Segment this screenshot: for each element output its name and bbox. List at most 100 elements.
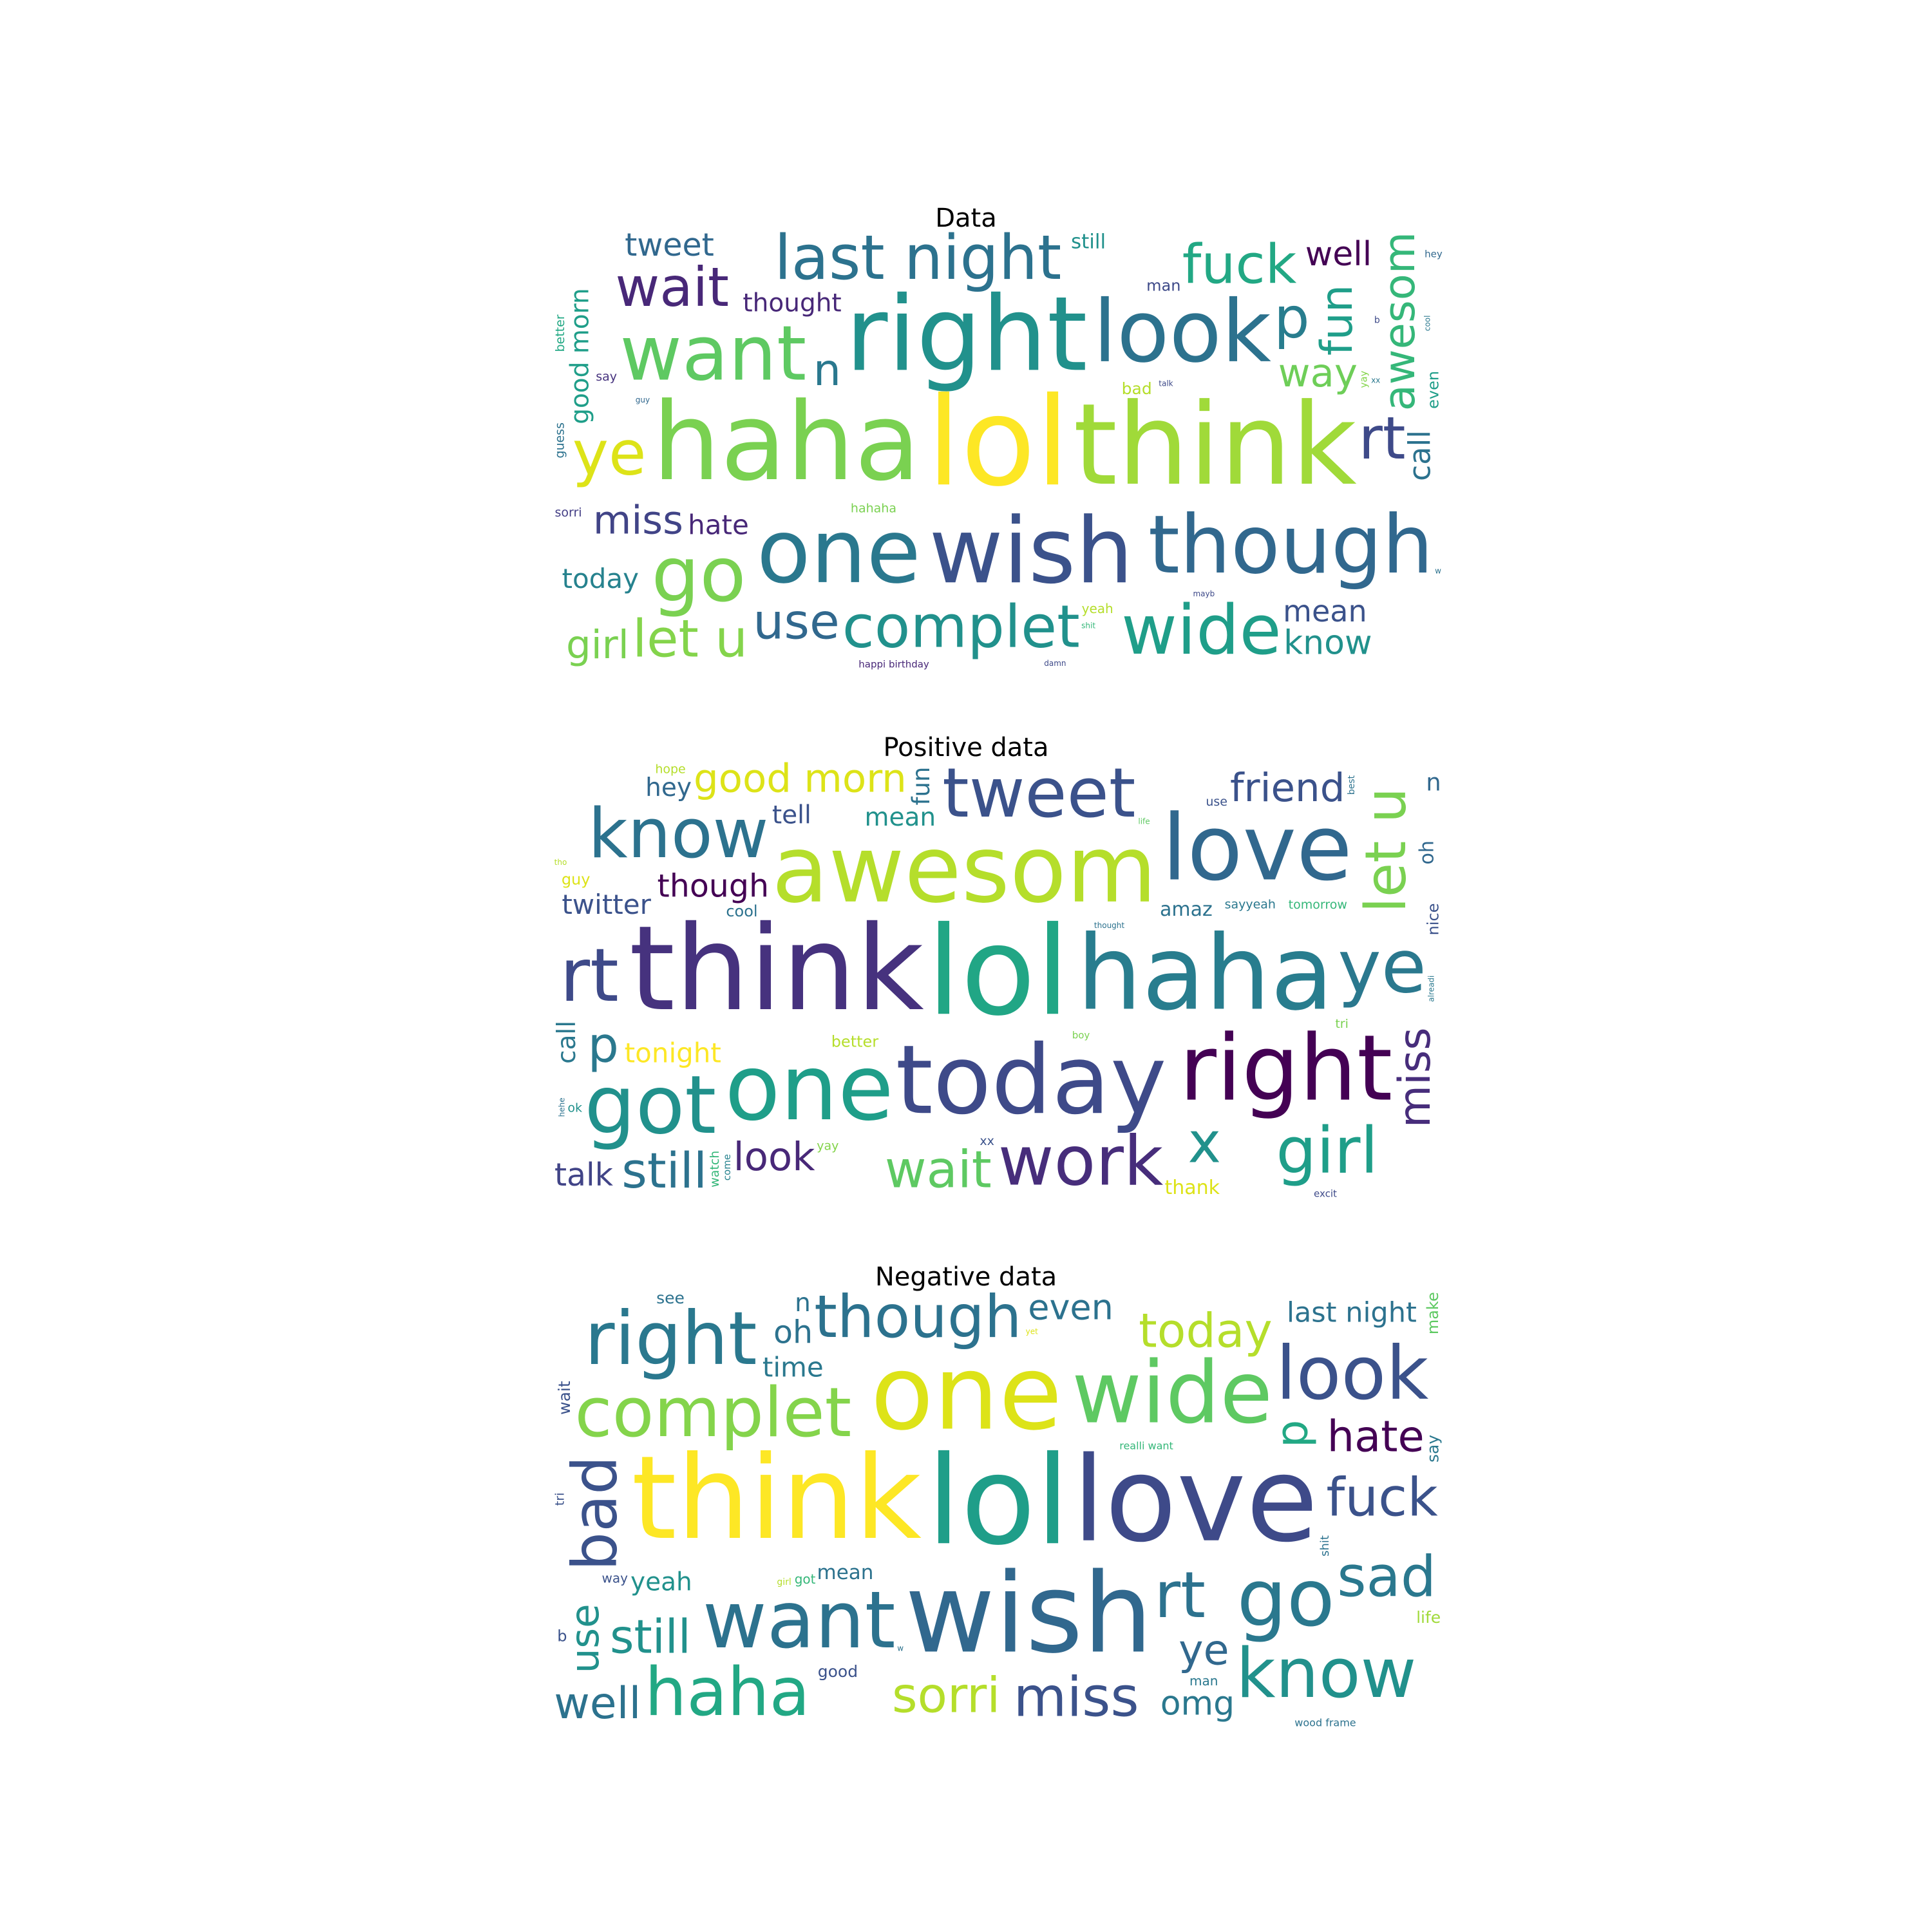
word-yet: yet bbox=[1026, 1327, 1038, 1336]
word-last-night: last night bbox=[774, 223, 1061, 294]
word-girl: girl bbox=[777, 1577, 791, 1587]
word-last-night: last night bbox=[1287, 1297, 1417, 1329]
word-one: one bbox=[757, 501, 921, 603]
word-way: way bbox=[1278, 350, 1358, 396]
word-use: use bbox=[1206, 795, 1227, 809]
word-know: know bbox=[588, 794, 768, 873]
word-hope: hope bbox=[655, 762, 685, 777]
word-xx: xx bbox=[1371, 376, 1380, 385]
word-look: look bbox=[734, 1134, 816, 1180]
word-know: know bbox=[1236, 1634, 1416, 1713]
word-damn: damn bbox=[1044, 659, 1066, 668]
word-wish: wish bbox=[929, 498, 1133, 604]
word-come: come bbox=[721, 1154, 733, 1180]
word-haha: haha bbox=[645, 1654, 810, 1731]
word-haha: haha bbox=[1077, 913, 1334, 1033]
word-mayb: mayb bbox=[1193, 589, 1215, 598]
word-talk: talk bbox=[554, 1157, 614, 1193]
word-friend: friend bbox=[1230, 765, 1345, 811]
word-say: say bbox=[596, 370, 617, 384]
word-guy: guy bbox=[636, 395, 650, 404]
word-watch: watch bbox=[708, 1151, 722, 1188]
word-right: right bbox=[585, 1296, 757, 1381]
word-let-u: let u bbox=[1353, 788, 1419, 913]
word-rt: rt bbox=[1154, 1558, 1206, 1633]
word-see: see bbox=[656, 1289, 685, 1307]
word-man: man bbox=[1146, 276, 1180, 294]
word-excit: excit bbox=[1314, 1188, 1337, 1200]
word-though: though bbox=[1148, 498, 1434, 592]
word-yay: yay bbox=[1358, 370, 1370, 388]
word-wide: wide bbox=[1072, 1344, 1273, 1443]
word-fun: fun bbox=[907, 767, 935, 806]
word-right: right bbox=[846, 274, 1088, 394]
word-hate: hate bbox=[1327, 1412, 1425, 1462]
word-look: look bbox=[1093, 283, 1271, 382]
word-well: well bbox=[554, 1678, 641, 1729]
word-shit: shit bbox=[1081, 621, 1095, 630]
word-hey: hey bbox=[645, 773, 692, 802]
word-wide: wide bbox=[1121, 591, 1282, 670]
word-life: life bbox=[1138, 817, 1150, 826]
word-mean: mean bbox=[864, 803, 936, 832]
word-fuck: fuck bbox=[1326, 1467, 1438, 1528]
word-miss: miss bbox=[1014, 1666, 1139, 1730]
word-tho: tho bbox=[554, 858, 567, 867]
word-tonight: tonight bbox=[625, 1037, 721, 1069]
word-cool: cool bbox=[726, 902, 757, 920]
word-best: best bbox=[1347, 775, 1357, 795]
word-bad: bad bbox=[1122, 379, 1152, 398]
word-b: b bbox=[557, 1627, 567, 1645]
word-hey: hey bbox=[1425, 249, 1443, 260]
word-well: well bbox=[1305, 235, 1372, 274]
word-yeah: yeah bbox=[630, 1567, 692, 1596]
word-wait: wait bbox=[555, 1381, 574, 1415]
word-man: man bbox=[1189, 1673, 1218, 1689]
word-thought: thought bbox=[743, 289, 841, 318]
word-use: use bbox=[753, 593, 840, 650]
word-tri: tri bbox=[553, 1493, 567, 1506]
word-hate: hate bbox=[688, 509, 749, 540]
word-p: p bbox=[1274, 285, 1309, 351]
word-x: x bbox=[1188, 1110, 1222, 1175]
word-rt: rt bbox=[1359, 405, 1406, 473]
word-sorri: sorri bbox=[892, 1666, 1000, 1723]
word-fun: fun bbox=[1312, 285, 1363, 355]
word-n: n bbox=[795, 1289, 811, 1318]
word-good-morn: good morn bbox=[565, 288, 594, 424]
word-mean: mean bbox=[1283, 594, 1367, 629]
word-still: still bbox=[621, 1142, 707, 1199]
word-one: one bbox=[871, 1332, 1063, 1453]
word-thank: thank bbox=[1165, 1177, 1220, 1199]
word-even: even bbox=[1028, 1287, 1113, 1328]
word-want: want bbox=[703, 1575, 896, 1666]
word-miss: miss bbox=[1390, 1027, 1441, 1128]
panel-title-data: Data bbox=[935, 204, 997, 233]
word-n: n bbox=[1426, 769, 1441, 797]
word-awesom: awesom bbox=[1374, 232, 1425, 411]
word-tell: tell bbox=[772, 801, 811, 830]
word-one: one bbox=[724, 1036, 893, 1141]
word-guess: guess bbox=[553, 422, 567, 459]
word-thought: thought bbox=[1094, 921, 1124, 930]
panel-title-positive: Positive data bbox=[883, 733, 1049, 762]
word-b: b bbox=[1374, 315, 1380, 325]
word-fuck: fuck bbox=[1182, 233, 1297, 296]
word-tweet: tweet bbox=[942, 753, 1135, 833]
word-good-morn: good morn bbox=[694, 755, 907, 801]
word-love: love bbox=[1072, 1432, 1318, 1568]
word-work: work bbox=[998, 1122, 1164, 1201]
word-got: got bbox=[795, 1571, 816, 1587]
word-make: make bbox=[1424, 1292, 1442, 1334]
word-time: time bbox=[762, 1351, 824, 1383]
word-hehe: hehe bbox=[557, 1097, 566, 1117]
panel-title-negative: Negative data bbox=[875, 1262, 1057, 1292]
word-boy: boy bbox=[1072, 1029, 1090, 1041]
word-alreadi: alreadi bbox=[1426, 976, 1435, 1002]
word-say: say bbox=[1423, 1435, 1442, 1463]
word-p: p bbox=[1267, 1420, 1318, 1448]
word-haha: haha bbox=[652, 380, 920, 505]
word-ye: ye bbox=[573, 419, 647, 489]
word-cool: cool bbox=[1423, 316, 1432, 332]
